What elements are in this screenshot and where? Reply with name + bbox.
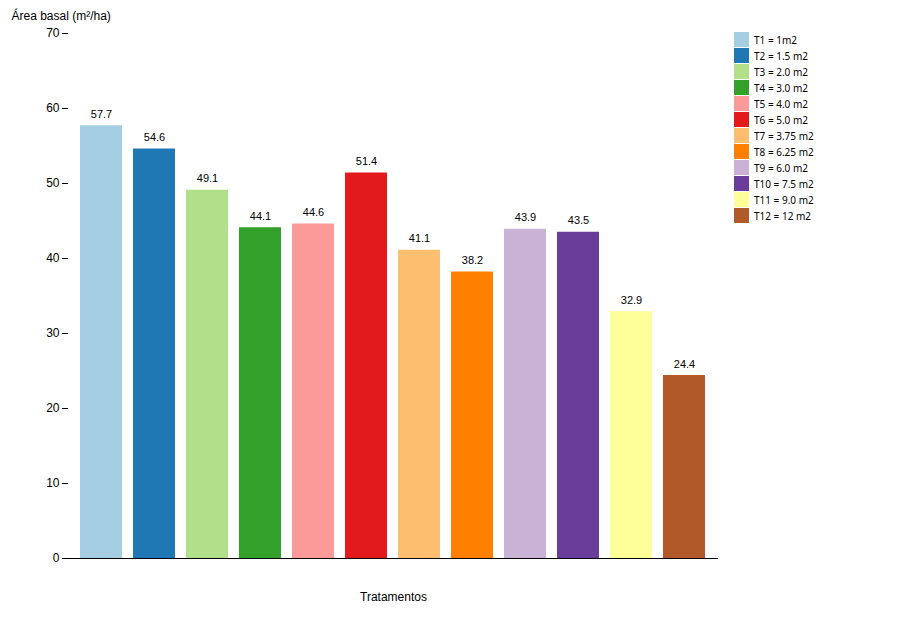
- svg-text:43.5: 43.5: [568, 214, 589, 226]
- svg-text:10: 10: [46, 476, 60, 490]
- html-text:T7 = 3.75 m2: T7 = 3.75 m2: [754, 128, 814, 143]
- html-text:T8 = 6.25 m2: T8 = 6.25 m2: [754, 144, 814, 159]
- svg-text:70: 70: [46, 26, 60, 40]
- html-text:T2 = 1.5 m2: T2 = 1.5 m2: [754, 48, 808, 63]
- html-text:T10 = 7.5 m2: T10 = 7.5 m2: [754, 176, 814, 191]
- svg-text:Área basal (m²/ha): Área basal (m²/ha): [12, 8, 111, 23]
- svg-text:60: 60: [46, 101, 60, 115]
- svg-text:44.1: 44.1: [250, 210, 271, 222]
- svg-text:51.4: 51.4: [356, 155, 377, 167]
- svg-text:Tratamentos: Tratamentos: [360, 590, 427, 604]
- svg-text:50: 50: [46, 176, 60, 190]
- svg-text:44.6: 44.6: [303, 206, 324, 218]
- svg-text:57.7: 57.7: [91, 108, 112, 120]
- html-text:T3 = 2.0 m2: T3 = 2.0 m2: [754, 64, 808, 79]
- svg-text:38.2: 38.2: [462, 254, 483, 266]
- svg-text:32.9: 32.9: [621, 294, 642, 306]
- svg-text:24.4: 24.4: [674, 358, 695, 370]
- svg-text:20: 20: [46, 401, 60, 415]
- svg-text:43.9: 43.9: [515, 211, 536, 223]
- html-text:T5 = 4.0 m2: T5 = 4.0 m2: [754, 96, 808, 111]
- html-text:T4 = 3.0 m2: T4 = 3.0 m2: [754, 80, 808, 95]
- svg-text:30: 30: [46, 326, 60, 340]
- html-text:T9 = 6.0 m2: T9 = 6.0 m2: [754, 160, 808, 175]
- html-text:T1 = 1m2: T1 = 1m2: [754, 32, 797, 47]
- svg-text:0: 0: [53, 551, 60, 565]
- html-text:T11 = 9.0 m2: T11 = 9.0 m2: [754, 192, 814, 207]
- svg-text:41.1: 41.1: [409, 232, 430, 244]
- html-text:T12 = 12 m2: T12 = 12 m2: [754, 208, 811, 223]
- svg-text:40: 40: [46, 251, 60, 265]
- svg-text:54.6: 54.6: [144, 131, 165, 143]
- html-text:T6 = 5.0 m2: T6 = 5.0 m2: [754, 112, 808, 127]
- svg-text:49.1: 49.1: [197, 172, 218, 184]
